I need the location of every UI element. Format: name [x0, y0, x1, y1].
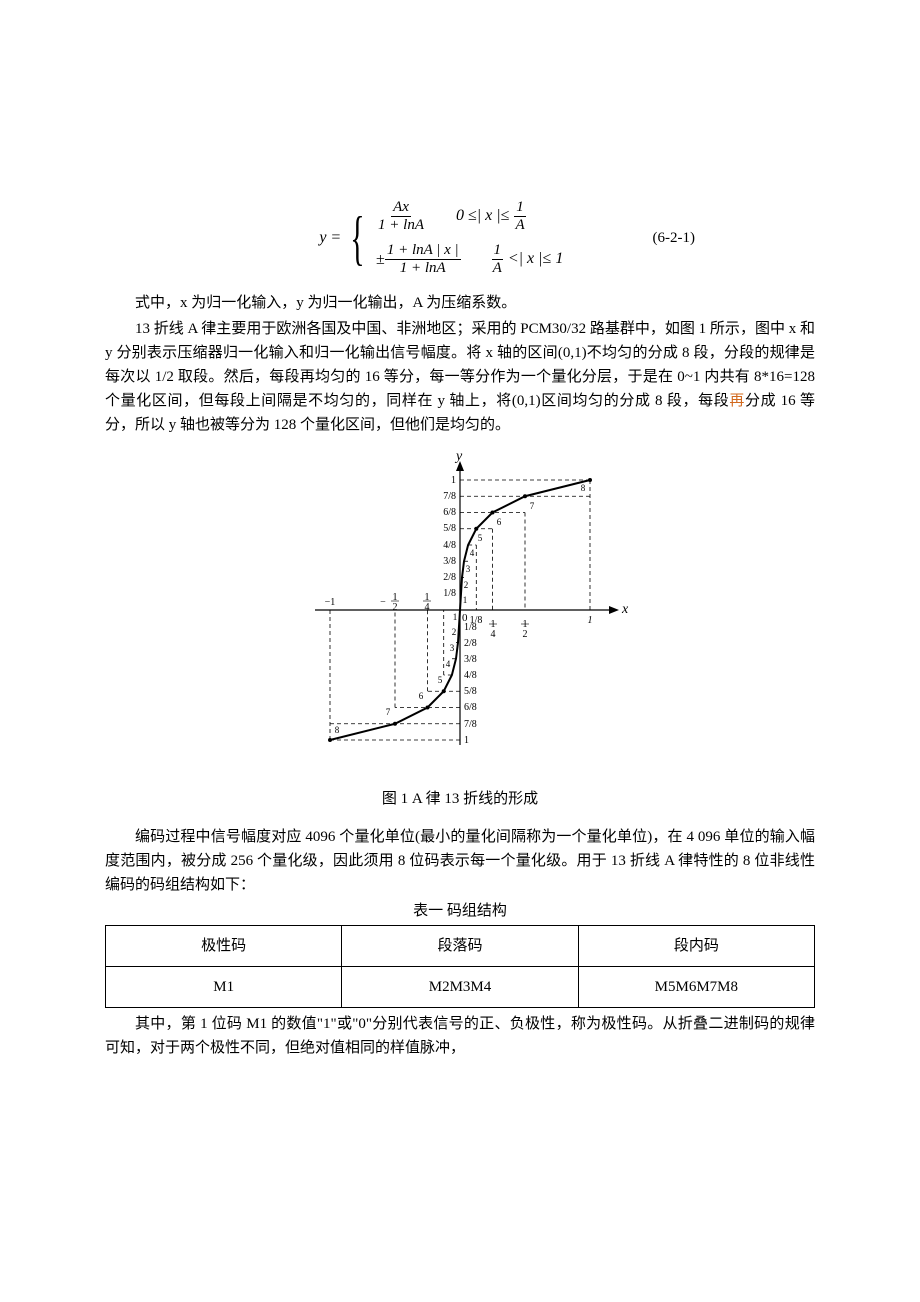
svg-text:1: 1: [463, 595, 468, 605]
table-cell: M2M3M4: [342, 967, 578, 1008]
svg-text:2: 2: [452, 627, 457, 637]
svg-text:5/8: 5/8: [443, 523, 456, 534]
paragraph-1: 式中，x 为归一化输入，y 为归一化输出，A 为压缩系数。: [105, 291, 815, 315]
svg-text:6/8: 6/8: [443, 507, 456, 518]
svg-text:3/8: 3/8: [464, 654, 477, 665]
x-tick-labels-pos: 1/8 14 12 1: [470, 615, 593, 640]
figure-1: y x 0: [105, 445, 815, 783]
case1-fraction: Ax 1 + lnA: [376, 200, 426, 233]
paragraph-4: 其中，第 1 位码 M1 的数值"1"或"0"分别代表信号的正、负极性，称为极性…: [105, 1012, 815, 1060]
table-row: M1 M2M3M4 M5M6M7M8: [106, 967, 815, 1008]
svg-text:2/8: 2/8: [443, 572, 456, 583]
svg-text:6/8: 6/8: [464, 702, 477, 713]
svg-text:4: 4: [446, 659, 451, 669]
svg-text:7/8: 7/8: [443, 491, 456, 502]
svg-text:5: 5: [438, 675, 443, 685]
x-axis-label: x: [621, 602, 629, 617]
figure-1-caption: 图 1 A 律 13 折线的形成: [105, 787, 815, 811]
table-cell: M5M6M7M8: [578, 967, 814, 1008]
y-axis-label: y: [454, 449, 463, 464]
cond2-fraction: 1 A: [491, 243, 504, 276]
segment-labels-neg: 1 2 3 4 5 6 7 8: [335, 612, 458, 735]
svg-text:4: 4: [470, 548, 475, 558]
case-2: ± 1 + lnA | x | 1 + lnA 1 A <| x |≤ 1: [376, 243, 601, 276]
table-row: 极性码 段落码 段内码: [106, 926, 815, 967]
svg-text:14: 14: [491, 619, 496, 640]
svg-text:8: 8: [335, 725, 340, 735]
case2-condition: 1 A <| x |≤ 1: [491, 243, 601, 276]
svg-text:4/8: 4/8: [443, 540, 456, 551]
svg-text:8: 8: [581, 483, 586, 493]
svg-text:3: 3: [466, 564, 471, 574]
svg-text:5: 5: [478, 533, 483, 543]
svg-text:4/8: 4/8: [464, 670, 477, 681]
svg-text:1/8: 1/8: [470, 615, 483, 626]
equation-number: (6-2-1): [653, 226, 695, 250]
formula-block: y = { Ax 1 + lnA 0 ≤| x |≤ 1 A: [105, 200, 815, 276]
svg-text:3/8: 3/8: [443, 556, 456, 567]
highlighted-word: 再: [729, 393, 745, 409]
code-structure-table: 极性码 段落码 段内码 M1 M2M3M4 M5M6M7M8: [105, 925, 815, 1008]
svg-text:7: 7: [530, 501, 535, 511]
formula-cases: Ax 1 + lnA 0 ≤| x |≤ 1 A ± 1 + lnA | x: [376, 200, 601, 276]
segment-labels-pos: 1 2 3 4 5 6 7 8: [463, 483, 586, 605]
table-header-cell: 段落码: [342, 926, 578, 967]
svg-text:−: −: [380, 597, 386, 608]
svg-text:−1: −1: [325, 597, 336, 608]
formula: y = { Ax 1 + lnA 0 ≤| x |≤ 1 A: [319, 200, 600, 276]
svg-text:2/8: 2/8: [464, 638, 477, 649]
paragraph-2: 13 折线 A 律主要用于欧洲各国及中国、非洲地区；采用的 PCM30/32 路…: [105, 317, 815, 437]
x-arrowhead-icon: [609, 606, 619, 614]
svg-text:1: 1: [451, 475, 456, 486]
a-law-curve-diagram: y x 0: [280, 445, 640, 775]
table-header-cell: 段内码: [578, 926, 814, 967]
paragraph-3: 编码过程中信号幅度对应 4096 个量化单位(最小的量化间隔称为一个量化单位)，…: [105, 825, 815, 897]
y-tick-labels-pos: 1 7/8 6/8 5/8 4/8 3/8 2/8 1/8: [443, 475, 456, 599]
svg-text:12: 12: [523, 619, 528, 640]
svg-text:12: 12: [393, 592, 398, 613]
svg-text:6: 6: [497, 517, 502, 527]
table-cell: M1: [106, 967, 342, 1008]
case2-fraction: 1 + lnA | x | 1 + lnA: [385, 243, 461, 276]
svg-text:7/8: 7/8: [464, 719, 477, 730]
y-tick-labels-neg: 1/8 2/8 3/8 4/8 5/8 6/8 7/8 1: [464, 622, 477, 746]
svg-text:1: 1: [453, 612, 458, 622]
cond1-fraction: 1 A: [513, 200, 526, 233]
svg-text:1: 1: [588, 615, 593, 626]
svg-text:5/8: 5/8: [464, 686, 477, 697]
svg-text:7: 7: [386, 707, 391, 717]
svg-text:1/8: 1/8: [443, 588, 456, 599]
svg-text:3: 3: [450, 643, 455, 653]
pos-vertical-dashlines: [476, 480, 590, 610]
case-1: Ax 1 + lnA 0 ≤| x |≤ 1 A: [376, 200, 601, 233]
svg-text:14: 14: [425, 592, 430, 613]
svg-text:1: 1: [464, 735, 469, 746]
case1-condition: 0 ≤| x |≤ 1 A: [456, 200, 566, 233]
formula-lhs: y =: [319, 225, 341, 251]
left-brace: {: [350, 208, 364, 268]
svg-text:2: 2: [464, 580, 469, 590]
table-1-caption: 表一 码组结构: [105, 899, 815, 923]
table-header-cell: 极性码: [106, 926, 342, 967]
svg-text:6: 6: [419, 691, 424, 701]
